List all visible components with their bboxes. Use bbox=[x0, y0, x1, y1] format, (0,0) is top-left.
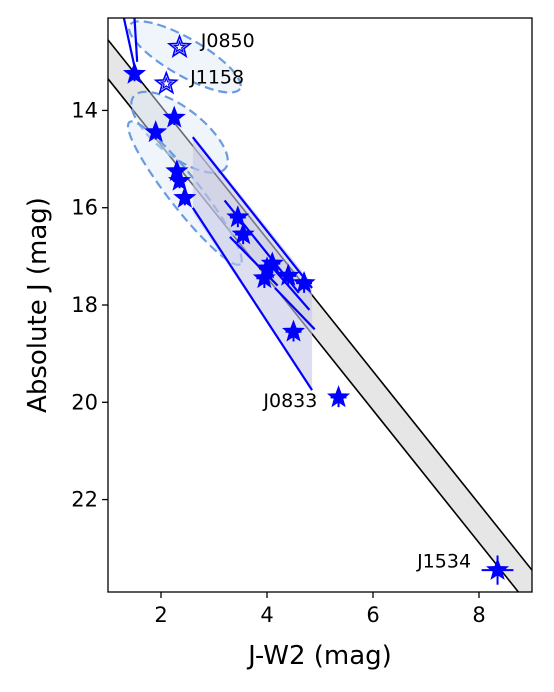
trend-segment-2 bbox=[191, 136, 313, 289]
data-point-10 bbox=[260, 251, 284, 274]
data-point-4 bbox=[168, 168, 192, 191]
annotations: J0850 J1158 J0833 J1534 bbox=[189, 30, 471, 572]
data-point-14 bbox=[327, 385, 351, 408]
data-point-11 bbox=[276, 263, 300, 286]
trend-segment-0 bbox=[122, 18, 136, 67]
star-marker bbox=[276, 263, 300, 286]
y-tick-label-2: 18 bbox=[71, 293, 98, 317]
trend-segment-3 bbox=[191, 207, 313, 391]
star-marker bbox=[165, 159, 189, 182]
star-marker bbox=[173, 185, 197, 208]
y-tick-label-0: 14 bbox=[71, 98, 98, 122]
data-point-7 bbox=[231, 222, 255, 245]
star-marker bbox=[168, 168, 192, 191]
axes: 2 4 6 8 14 16 18 20 22 bbox=[71, 98, 485, 627]
open-star-inner bbox=[159, 76, 174, 90]
band-upper-line bbox=[108, 39, 532, 571]
open-star-marker bbox=[153, 70, 179, 95]
x-tick-label-0: 2 bbox=[154, 603, 167, 627]
plot-area bbox=[108, 18, 532, 592]
y-tick-label-4: 22 bbox=[71, 488, 98, 512]
x-tick-label-2: 6 bbox=[366, 603, 379, 627]
trend-segment-7 bbox=[274, 287, 316, 331]
star-marker bbox=[231, 222, 255, 245]
open-star-inner bbox=[172, 39, 187, 54]
annotation-j1158: J1158 bbox=[189, 66, 244, 88]
star-marker bbox=[292, 270, 316, 293]
trend-segment-1 bbox=[133, 18, 139, 62]
shaded-region bbox=[192, 134, 313, 391]
data-point-1 bbox=[144, 120, 168, 143]
star-marker bbox=[162, 105, 186, 128]
y-tick-label-3: 20 bbox=[71, 390, 98, 414]
data-point-15 bbox=[481, 555, 514, 585]
x-tick-label-1: 4 bbox=[260, 603, 273, 627]
star-marker bbox=[281, 319, 306, 342]
data-point-2 bbox=[162, 105, 186, 128]
data-point-12 bbox=[292, 270, 316, 293]
y-tick-label-1: 16 bbox=[71, 196, 98, 220]
star-marker bbox=[226, 205, 250, 228]
data-point-6 bbox=[226, 205, 250, 228]
open-star-marker bbox=[166, 33, 193, 58]
annotation-j0850: J0850 bbox=[200, 30, 255, 52]
data-point-5 bbox=[173, 185, 197, 208]
star-marker bbox=[144, 120, 168, 143]
star-marker bbox=[122, 61, 147, 84]
dashed-ellipse-0 bbox=[127, 20, 242, 94]
star-marker bbox=[486, 557, 510, 580]
star-marker bbox=[260, 251, 284, 274]
y-axis-label: Absolute J (mag) bbox=[23, 197, 53, 413]
open-point-0 bbox=[166, 33, 193, 58]
data-point-13 bbox=[281, 319, 306, 342]
annotation-j0833: J0833 bbox=[262, 390, 317, 412]
x-tick-label-3: 8 bbox=[472, 603, 485, 627]
x-axis-label: J-W2 (mag) bbox=[246, 641, 392, 671]
data-point-0 bbox=[122, 61, 147, 84]
open-point-1 bbox=[153, 70, 179, 95]
annotation-j1534: J1534 bbox=[416, 550, 471, 572]
star-marker bbox=[327, 385, 351, 408]
